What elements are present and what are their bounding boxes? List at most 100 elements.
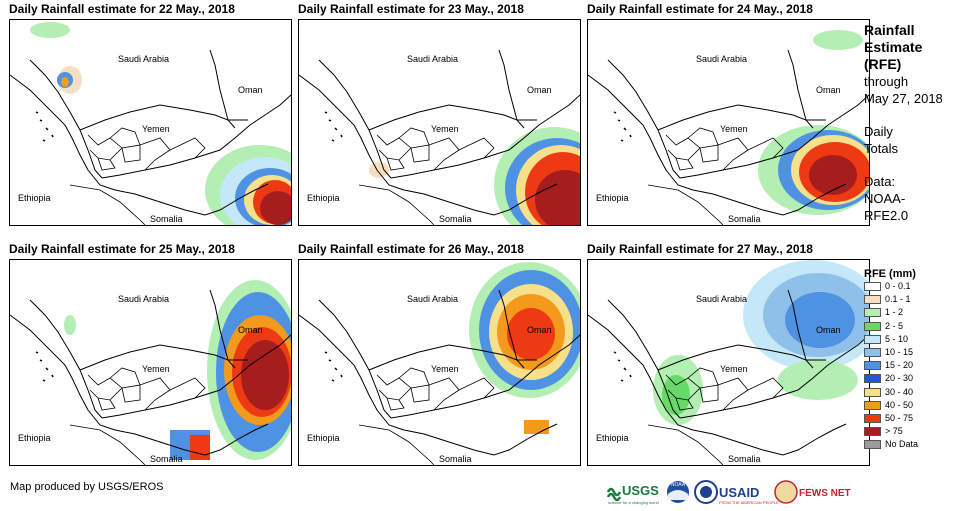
legend-swatch bbox=[864, 321, 881, 331]
label-saudi-arabia: Saudi Arabia bbox=[407, 294, 458, 304]
sidebar-data-label: Data: bbox=[864, 174, 896, 189]
label-oman: Oman bbox=[816, 85, 841, 95]
legend-label: > 75 bbox=[885, 426, 903, 437]
rainfall-map: Saudi Arabia Oman Yemen Ethiopia Somalia bbox=[587, 19, 870, 226]
sidebar-data-source-1: NOAA- bbox=[864, 191, 906, 206]
map-credit: Map produced by USGS/EROS bbox=[10, 481, 164, 493]
sidebar-date: May 27, 2018 bbox=[864, 91, 943, 106]
legend-label: 30 - 40 bbox=[885, 386, 914, 397]
noaa-logo: NOAA bbox=[667, 481, 689, 503]
label-yemen: Yemen bbox=[720, 364, 748, 374]
legend-label: 0.1 - 1 bbox=[885, 294, 911, 305]
sidebar-through: through bbox=[864, 74, 909, 89]
legend-swatch bbox=[864, 361, 881, 371]
legend-item: 10 - 15 bbox=[864, 346, 964, 359]
partner-logos: USGS science for a changing world NOAA U… bbox=[606, 478, 856, 506]
legend-label: 1 - 2 bbox=[885, 307, 904, 318]
label-ethiopia: Ethiopia bbox=[18, 433, 51, 443]
label-ethiopia: Ethiopia bbox=[18, 193, 51, 203]
rainfall-map: Saudi Arabia Oman Yemen Ethiopia Somalia bbox=[9, 259, 292, 466]
legend-label: 2 - 5 bbox=[885, 320, 904, 331]
panel-23-may: Daily Rainfall estimate for 23 May., 201… bbox=[298, 0, 581, 226]
usaid-tagline: FROM THE AMERICAN PEOPLE bbox=[719, 500, 779, 505]
label-saudi-arabia: Saudi Arabia bbox=[407, 54, 458, 64]
legend-label: 50 - 75 bbox=[885, 412, 914, 423]
label-oman: Oman bbox=[816, 325, 841, 335]
label-saudi-arabia: Saudi Arabia bbox=[696, 294, 747, 304]
legend-swatch bbox=[864, 295, 881, 305]
rainfall-map: Saudi Arabia Oman Yemen Ethiopia Somalia bbox=[298, 259, 581, 466]
panel-22-may: Daily Rainfall estimate for 22 May., 201… bbox=[9, 0, 292, 226]
sidebar-daily: Daily bbox=[864, 124, 893, 139]
panel-title: Daily Rainfall estimate for 23 May., 201… bbox=[298, 2, 524, 16]
legend-item: > 75 bbox=[864, 425, 964, 438]
fewsnet-text: FEWS NET bbox=[799, 488, 851, 499]
legend-item: 0.1 - 1 bbox=[864, 293, 964, 306]
legend-item: 40 - 50 bbox=[864, 399, 964, 412]
sidebar-title-3: (RFE) bbox=[864, 56, 902, 72]
label-somalia: Somalia bbox=[150, 454, 183, 464]
label-oman: Oman bbox=[238, 85, 263, 95]
legend-item: 15 - 20 bbox=[864, 359, 964, 372]
label-yemen: Yemen bbox=[142, 124, 170, 134]
legend: RFE (mm) 0 - 0.1 0.1 - 1 1 - 2 2 - 5 5 - 10 1… bbox=[864, 268, 964, 451]
legend-item: 2 - 5 bbox=[864, 320, 964, 333]
label-ethiopia: Ethiopia bbox=[307, 433, 340, 443]
usgs-tagline: science for a changing world bbox=[608, 500, 659, 505]
legend-label: 0 - 0.1 bbox=[885, 281, 911, 292]
legend-swatch bbox=[864, 427, 881, 437]
legend-label: 10 - 15 bbox=[885, 347, 914, 358]
label-yemen: Yemen bbox=[142, 364, 170, 374]
legend-swatch bbox=[864, 413, 881, 423]
legend-title: RFE (mm) bbox=[864, 268, 916, 280]
legend-swatch bbox=[864, 348, 881, 358]
legend-item: 30 - 40 bbox=[864, 386, 964, 399]
label-oman: Oman bbox=[238, 325, 263, 335]
panel-title: Daily Rainfall estimate for 25 May., 201… bbox=[9, 242, 235, 256]
label-ethiopia: Ethiopia bbox=[596, 193, 629, 203]
legend-item: 0 - 0.1 bbox=[864, 280, 964, 293]
legend-swatch bbox=[864, 374, 881, 384]
sidebar-title-1: Rainfall bbox=[864, 22, 915, 38]
panel-25-may: Daily Rainfall estimate for 25 May., 201… bbox=[9, 240, 292, 466]
label-yemen: Yemen bbox=[720, 124, 748, 134]
sidebar-totals: Totals bbox=[864, 141, 898, 156]
label-saudi-arabia: Saudi Arabia bbox=[696, 54, 747, 64]
usaid-logo: USAID FROM THE AMERICAN PEOPLE bbox=[694, 480, 779, 505]
legend-item: 5 - 10 bbox=[864, 333, 964, 346]
fewsnet-logo: FEWS NET bbox=[774, 480, 851, 504]
label-saudi-arabia: Saudi Arabia bbox=[118, 54, 169, 64]
legend-label: 40 - 50 bbox=[885, 399, 914, 410]
noaa-text: NOAA bbox=[671, 482, 686, 488]
panel-title: Daily Rainfall estimate for 22 May., 201… bbox=[9, 2, 235, 16]
usgs-logo: USGS science for a changing world bbox=[606, 483, 659, 505]
panel-24-may: Daily Rainfall estimate for 24 May., 201… bbox=[587, 0, 870, 226]
legend-item: 20 - 30 bbox=[864, 372, 964, 385]
legend-item: 50 - 75 bbox=[864, 412, 964, 425]
panel-26-may: Daily Rainfall estimate for 26 May., 201… bbox=[298, 240, 581, 466]
sidebar-title-2: Estimate bbox=[864, 39, 923, 55]
panel-27-may: Daily Rainfall estimate for 27 May., 201… bbox=[587, 240, 870, 466]
panel-title: Daily Rainfall estimate for 24 May., 201… bbox=[587, 2, 813, 16]
legend-label: No Data bbox=[885, 439, 919, 450]
label-ethiopia: Ethiopia bbox=[307, 193, 340, 203]
usaid-text: USAID bbox=[719, 485, 759, 500]
legend-swatch bbox=[864, 282, 881, 292]
legend-label: 20 - 30 bbox=[885, 373, 914, 384]
legend-swatch bbox=[864, 334, 881, 344]
label-saudi-arabia: Saudi Arabia bbox=[118, 294, 169, 304]
label-somalia: Somalia bbox=[728, 214, 761, 224]
sidebar-data-source-2: RFE2.0 bbox=[864, 208, 909, 223]
legend-swatch bbox=[864, 387, 881, 397]
rainfall-map: Saudi Arabia Oman Yemen Ethiopia Somalia bbox=[9, 19, 292, 226]
legend-item: No Data bbox=[864, 438, 964, 451]
panel-title: Daily Rainfall estimate for 27 May., 201… bbox=[587, 242, 813, 256]
legend-label: 15 - 20 bbox=[885, 360, 914, 371]
label-yemen: Yemen bbox=[431, 124, 459, 134]
label-somalia: Somalia bbox=[728, 454, 761, 464]
label-somalia: Somalia bbox=[150, 214, 183, 224]
label-yemen: Yemen bbox=[431, 364, 459, 374]
usgs-logo-text: USGS bbox=[622, 483, 659, 498]
rainfall-map: Saudi Arabia Oman Yemen Ethiopia Somalia bbox=[587, 259, 870, 466]
legend-rows: 0 - 0.1 0.1 - 1 1 - 2 2 - 5 5 - 10 10 - 15 15 … bbox=[864, 280, 964, 451]
